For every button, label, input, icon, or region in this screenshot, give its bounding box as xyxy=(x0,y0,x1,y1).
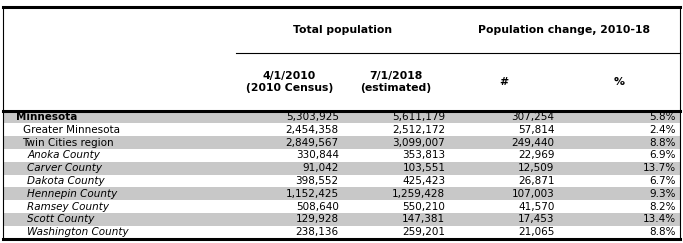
Text: Greater Minnesota: Greater Minnesota xyxy=(23,125,120,135)
Text: Ramsey County: Ramsey County xyxy=(27,202,109,212)
Text: 6.7%: 6.7% xyxy=(649,176,675,186)
Text: Twin Cities region: Twin Cities region xyxy=(23,138,114,148)
Bar xyxy=(3,213,680,226)
Text: Total population: Total population xyxy=(293,25,392,35)
Text: 8.8%: 8.8% xyxy=(649,227,675,237)
Text: Washington County: Washington County xyxy=(27,227,129,237)
Text: #: # xyxy=(499,77,509,87)
Text: 41,570: 41,570 xyxy=(518,202,555,212)
Text: Hennepin County: Hennepin County xyxy=(27,189,117,199)
Text: %: % xyxy=(613,77,625,87)
Text: 2,512,172: 2,512,172 xyxy=(392,125,445,135)
Text: 129,928: 129,928 xyxy=(296,214,339,225)
Text: Carver County: Carver County xyxy=(27,163,102,173)
Text: 22,969: 22,969 xyxy=(518,150,555,160)
Text: 13.7%: 13.7% xyxy=(643,163,675,173)
Text: 21,065: 21,065 xyxy=(518,227,555,237)
Bar xyxy=(3,187,680,200)
Text: 57,814: 57,814 xyxy=(518,125,555,135)
Text: 425,423: 425,423 xyxy=(402,176,445,186)
Text: 1,259,428: 1,259,428 xyxy=(392,189,445,199)
Text: 5.8%: 5.8% xyxy=(649,112,675,122)
Text: 8.8%: 8.8% xyxy=(649,138,675,148)
Text: 91,042: 91,042 xyxy=(303,163,339,173)
Bar xyxy=(3,174,680,187)
Text: 2.4%: 2.4% xyxy=(649,125,675,135)
Bar xyxy=(3,200,680,213)
Text: Minnesota: Minnesota xyxy=(16,112,77,122)
Bar xyxy=(3,111,680,123)
Text: 26,871: 26,871 xyxy=(518,176,555,186)
Text: 4/1/2010
(2010 Census): 4/1/2010 (2010 Census) xyxy=(246,71,333,93)
Text: 1,152,425: 1,152,425 xyxy=(285,189,339,199)
Text: Scott County: Scott County xyxy=(27,214,95,225)
Text: 550,210: 550,210 xyxy=(402,202,445,212)
Bar xyxy=(3,136,680,149)
Bar xyxy=(3,53,680,111)
Text: Dakota County: Dakota County xyxy=(27,176,105,186)
Text: 17,453: 17,453 xyxy=(518,214,555,225)
Bar xyxy=(3,7,680,53)
Text: 2,849,567: 2,849,567 xyxy=(285,138,339,148)
Bar xyxy=(3,123,680,136)
Text: 7/1/2018
(estimated): 7/1/2018 (estimated) xyxy=(361,71,432,93)
Text: 259,201: 259,201 xyxy=(402,227,445,237)
Text: 307,254: 307,254 xyxy=(512,112,555,122)
Bar xyxy=(3,226,680,239)
Bar xyxy=(3,162,680,174)
Text: 103,551: 103,551 xyxy=(402,163,445,173)
Text: 508,640: 508,640 xyxy=(296,202,339,212)
Text: 5,611,179: 5,611,179 xyxy=(392,112,445,122)
Text: 107,003: 107,003 xyxy=(512,189,555,199)
Text: 238,136: 238,136 xyxy=(296,227,339,237)
Bar xyxy=(3,149,680,162)
Text: 353,813: 353,813 xyxy=(402,150,445,160)
Text: Anoka County: Anoka County xyxy=(27,150,100,160)
Text: 12,509: 12,509 xyxy=(518,163,555,173)
Text: 147,381: 147,381 xyxy=(402,214,445,225)
Text: 6.9%: 6.9% xyxy=(649,150,675,160)
Text: 398,552: 398,552 xyxy=(296,176,339,186)
Text: 8.2%: 8.2% xyxy=(649,202,675,212)
Text: 5,303,925: 5,303,925 xyxy=(285,112,339,122)
Text: 249,440: 249,440 xyxy=(512,138,555,148)
Text: Population change, 2010-18: Population change, 2010-18 xyxy=(479,25,650,35)
Text: 330,844: 330,844 xyxy=(296,150,339,160)
Text: 3,099,007: 3,099,007 xyxy=(393,138,445,148)
Text: 2,454,358: 2,454,358 xyxy=(285,125,339,135)
Text: 9.3%: 9.3% xyxy=(649,189,675,199)
Text: 13.4%: 13.4% xyxy=(643,214,675,225)
